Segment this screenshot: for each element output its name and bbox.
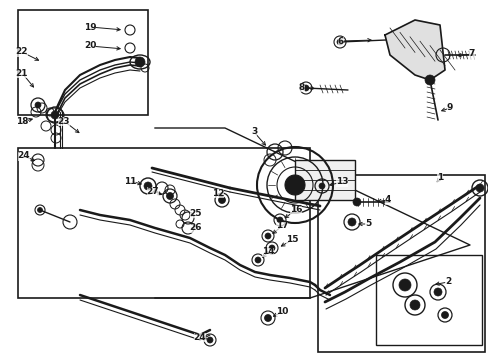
Text: 24: 24 — [193, 333, 206, 342]
Circle shape — [268, 245, 274, 251]
Text: 20: 20 — [83, 41, 96, 50]
Circle shape — [424, 75, 434, 85]
Text: 26: 26 — [189, 224, 202, 233]
Circle shape — [218, 197, 225, 203]
Text: 5: 5 — [364, 220, 370, 229]
Circle shape — [35, 102, 41, 108]
Circle shape — [38, 207, 42, 212]
Text: 27: 27 — [146, 186, 159, 195]
Bar — [18, 148, 309, 298]
Bar — [375, 255, 481, 345]
Circle shape — [347, 218, 355, 226]
Circle shape — [264, 233, 270, 239]
Circle shape — [285, 175, 305, 195]
Text: 19: 19 — [83, 22, 96, 31]
Bar — [294, 160, 354, 200]
Text: 14: 14 — [261, 248, 274, 256]
Text: 2: 2 — [444, 278, 450, 287]
Circle shape — [352, 198, 360, 206]
Circle shape — [303, 85, 308, 91]
Circle shape — [254, 257, 261, 263]
Text: 21: 21 — [16, 68, 28, 77]
Text: 1: 1 — [436, 174, 442, 183]
Text: 7: 7 — [468, 49, 474, 58]
Circle shape — [433, 288, 441, 296]
Text: 11: 11 — [123, 176, 136, 185]
Text: 8: 8 — [298, 82, 305, 91]
Bar — [18, 10, 148, 115]
Text: 9: 9 — [446, 104, 452, 112]
Circle shape — [166, 193, 173, 199]
Circle shape — [264, 315, 271, 321]
Text: 18: 18 — [16, 117, 28, 126]
Circle shape — [51, 111, 59, 119]
Text: 16: 16 — [289, 206, 302, 215]
Bar — [317, 175, 484, 352]
Circle shape — [276, 217, 283, 223]
Text: 6: 6 — [337, 36, 344, 45]
Text: 25: 25 — [189, 208, 202, 217]
Text: 3: 3 — [250, 127, 257, 136]
Circle shape — [441, 311, 447, 319]
Circle shape — [398, 279, 410, 291]
Text: 24: 24 — [18, 152, 30, 161]
Text: 10: 10 — [275, 307, 287, 316]
Circle shape — [318, 183, 325, 189]
Circle shape — [206, 337, 213, 343]
Text: 22: 22 — [16, 48, 28, 57]
Text: 15: 15 — [285, 235, 298, 244]
Circle shape — [336, 39, 342, 45]
Circle shape — [475, 184, 483, 192]
Text: 17: 17 — [275, 221, 288, 230]
Circle shape — [409, 300, 419, 310]
Polygon shape — [384, 20, 444, 80]
Text: 23: 23 — [58, 117, 70, 126]
Text: 13: 13 — [335, 177, 347, 186]
Circle shape — [135, 57, 145, 67]
Circle shape — [143, 182, 152, 190]
Text: 4: 4 — [384, 195, 390, 204]
Text: 12: 12 — [211, 189, 224, 198]
